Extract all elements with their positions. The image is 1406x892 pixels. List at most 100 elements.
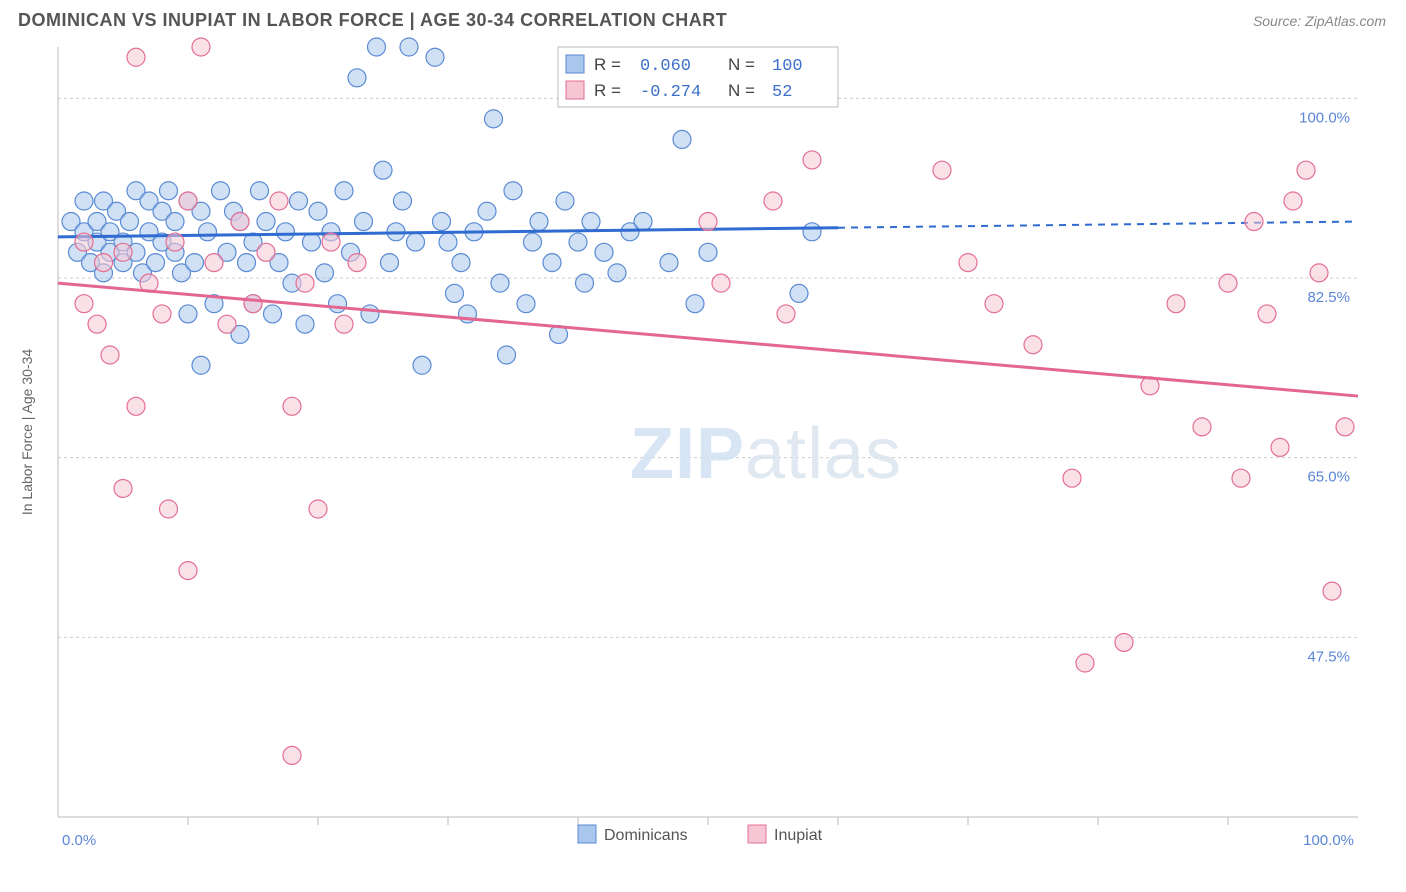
data-point <box>335 315 353 333</box>
data-point <box>1219 274 1237 292</box>
data-point <box>147 254 165 272</box>
data-point <box>504 182 522 200</box>
data-point <box>673 130 691 148</box>
y-tick-label: 65.0% <box>1307 469 1350 486</box>
data-point <box>803 223 821 241</box>
trend-line-extrapolated <box>838 222 1358 228</box>
data-point <box>166 233 184 251</box>
data-point <box>179 562 197 580</box>
data-point <box>231 213 249 231</box>
data-point <box>686 295 704 313</box>
data-point <box>803 151 821 169</box>
data-point <box>348 69 366 87</box>
data-point <box>329 295 347 313</box>
data-point <box>1245 213 1263 231</box>
data-point <box>790 284 808 302</box>
data-point <box>127 48 145 66</box>
data-point <box>166 213 184 231</box>
data-point <box>374 161 392 179</box>
y-tick-label: 100.0% <box>1299 109 1350 126</box>
data-point <box>153 305 171 323</box>
data-point <box>199 223 217 241</box>
data-point <box>95 254 113 272</box>
data-point <box>75 295 93 313</box>
data-point <box>452 254 470 272</box>
data-point <box>88 315 106 333</box>
chart-title: DOMINICAN VS INUPIAT IN LABOR FORCE | AG… <box>18 10 727 31</box>
data-point <box>433 213 451 231</box>
data-point <box>517 295 535 313</box>
data-point <box>277 223 295 241</box>
data-point <box>407 233 425 251</box>
data-point <box>186 254 204 272</box>
data-point <box>381 254 399 272</box>
data-point <box>114 479 132 497</box>
legend-r-value: -0.274 <box>640 83 701 102</box>
data-point <box>485 110 503 128</box>
data-point <box>1063 469 1081 487</box>
data-point <box>160 500 178 518</box>
data-point <box>121 213 139 231</box>
data-point <box>439 233 457 251</box>
data-point <box>192 38 210 56</box>
data-point <box>160 182 178 200</box>
data-point <box>985 295 1003 313</box>
data-point <box>212 182 230 200</box>
legend-series-label: Dominicans <box>604 827 688 844</box>
data-point <box>361 305 379 323</box>
data-point <box>264 305 282 323</box>
data-point <box>257 243 275 261</box>
data-point <box>582 213 600 231</box>
x-min-label: 0.0% <box>62 832 96 849</box>
data-point <box>348 254 366 272</box>
data-point <box>238 254 256 272</box>
data-point <box>576 274 594 292</box>
data-point <box>114 243 132 261</box>
data-point <box>296 315 314 333</box>
data-point <box>303 233 321 251</box>
data-point <box>1076 654 1094 672</box>
data-point <box>1024 336 1042 354</box>
data-point <box>556 192 574 210</box>
chart-container: 47.5%65.0%82.5%100.0%0.0%100.0%ZIPatlasR… <box>18 35 1388 875</box>
data-point <box>498 346 516 364</box>
legend-n-value: 52 <box>772 83 792 102</box>
data-point <box>699 243 717 261</box>
data-point <box>1258 305 1276 323</box>
data-point <box>608 264 626 282</box>
data-point <box>75 192 93 210</box>
legend-r-value: 0.060 <box>640 57 691 76</box>
data-point <box>296 274 314 292</box>
data-point <box>1297 161 1315 179</box>
data-point <box>218 315 236 333</box>
legend-n-label: N = <box>728 55 755 74</box>
data-point <box>309 500 327 518</box>
data-point <box>355 213 373 231</box>
legend-r-label: R = <box>594 81 621 100</box>
data-point <box>777 305 795 323</box>
legend-n-label: N = <box>728 81 755 100</box>
data-point <box>446 284 464 302</box>
data-point <box>1323 582 1341 600</box>
data-point <box>205 254 223 272</box>
data-point <box>127 397 145 415</box>
data-point <box>75 233 93 251</box>
data-point <box>1336 418 1354 436</box>
data-point <box>251 182 269 200</box>
data-point <box>257 213 275 231</box>
data-point <box>524 233 542 251</box>
data-point <box>192 356 210 374</box>
data-point <box>101 346 119 364</box>
y-tick-label: 82.5% <box>1307 289 1350 306</box>
data-point <box>491 274 509 292</box>
data-point <box>179 305 197 323</box>
legend-n-value: 100 <box>772 57 803 76</box>
data-point <box>413 356 431 374</box>
trend-line <box>58 283 1358 396</box>
y-axis-label: In Labor Force | Age 30-34 <box>19 349 35 516</box>
data-point <box>478 202 496 220</box>
x-max-label: 100.0% <box>1303 832 1354 849</box>
legend-r-label: R = <box>594 55 621 74</box>
data-point <box>660 254 678 272</box>
data-point <box>712 274 730 292</box>
